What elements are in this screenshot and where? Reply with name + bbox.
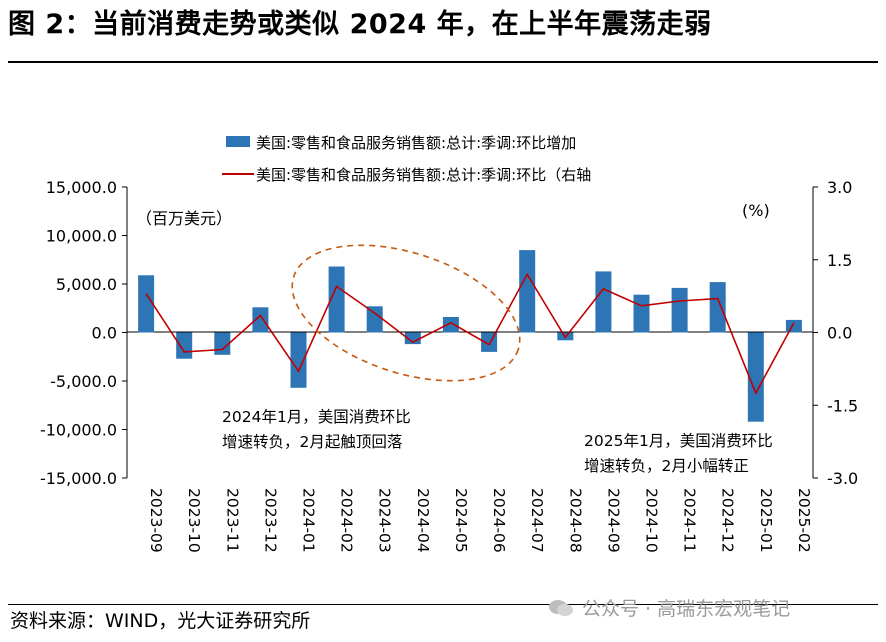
wechat-icon (549, 599, 573, 616)
bar-2024-07 (519, 250, 536, 333)
bar-2024-05 (442, 317, 459, 333)
left-axis-unit: （百万美元） (136, 209, 232, 228)
page-title: 图 2：当前消费走势或类似 2024 年，在上半年震荡走弱 (8, 9, 712, 40)
bar-2024-12 (709, 282, 726, 333)
bar-2024-11 (671, 287, 688, 333)
bar-2024-03 (366, 306, 383, 333)
legend-line-label: 美国:零售和食品服务销售额:总计:季调:环比（右轴 (256, 166, 591, 184)
left-tick-label: 5,000.0 (56, 275, 117, 294)
x-tick-label: 2024-01 (300, 488, 318, 553)
right-tick-label: -3.0 (827, 469, 858, 488)
x-tick-label: 2024-06 (490, 488, 508, 553)
x-tick-label: 2024-12 (719, 488, 737, 553)
x-tick-label: 2024-10 (643, 488, 661, 553)
watermark: 公众号 · 高瑞东宏观笔记 (548, 594, 790, 621)
left-tick-label: 10,000.0 (46, 227, 117, 246)
x-tick-label: 2023-11 (223, 488, 241, 553)
bar-2024-09 (595, 271, 612, 333)
bar-2023-09 (138, 275, 155, 333)
watermark-text: 公众号 · 高瑞东宏观笔记 (582, 598, 791, 620)
x-tick-label: 2024-04 (414, 488, 432, 553)
bar-2023-12 (252, 307, 269, 333)
right-tick-label: 1.5 (827, 251, 852, 270)
left-tick-label: 0.0 (92, 324, 117, 343)
x-tick-label: 2025-02 (795, 488, 813, 553)
legend-bar-swatch (226, 136, 250, 147)
annotation-2025-line1: 2025年1月，美国消费环比 (584, 432, 773, 450)
left-tick-label: -5,000.0 (50, 372, 117, 391)
annotation-2024-line1: 2024年1月，美国消费环比 (222, 408, 411, 426)
bar-2024-02 (328, 266, 345, 333)
legend-bar-label: 美国:零售和食品服务销售额:总计:季调:环比增加 (256, 134, 576, 152)
bar-2025-02 (785, 319, 802, 333)
x-tick-label: 2024-11 (681, 488, 699, 553)
annotation-2025-line2: 增速转负，2月小幅转正 (584, 457, 749, 475)
right-tick-label: -1.5 (827, 396, 858, 415)
x-tick-label: 2023-09 (147, 488, 165, 553)
bar-2024-10 (633, 294, 650, 333)
x-tick-label: 2024-08 (566, 488, 584, 553)
right-axis-unit: (%) (742, 201, 770, 220)
x-tick-label: 2025-01 (757, 488, 775, 553)
title-divider (8, 61, 878, 63)
left-tick-label: -15,000.0 (40, 469, 117, 488)
left-tick-label: 15,000.0 (46, 178, 117, 197)
x-tick-label: 2024-07 (528, 488, 546, 553)
annotation-2024-line2: 增速转负，2月起触顶回落 (222, 433, 403, 451)
x-tick-label: 2024-09 (604, 488, 622, 553)
x-tick-label: 2023-12 (261, 488, 279, 553)
bar-2024-01 (290, 332, 307, 388)
series-line-mom-pct (145, 272, 795, 395)
right-tick-label: 0.0 (827, 324, 852, 343)
source-note: 资料来源：WIND，光大证券研究所 (10, 610, 311, 632)
left-tick-label: -10,000.0 (40, 421, 117, 440)
bar-2023-10 (176, 332, 193, 359)
bar-2025-01 (747, 332, 764, 422)
bar-2024-04 (404, 332, 421, 345)
x-tick-label: 2024-05 (452, 488, 470, 553)
right-tick-label: 3.0 (827, 178, 852, 197)
highlight-ellipse (291, 244, 521, 382)
x-tick-label: 2024-03 (376, 488, 394, 553)
footer-divider (8, 604, 878, 605)
x-tick-label: 2024-02 (338, 488, 356, 553)
x-tick-label: 2023-10 (185, 488, 203, 553)
